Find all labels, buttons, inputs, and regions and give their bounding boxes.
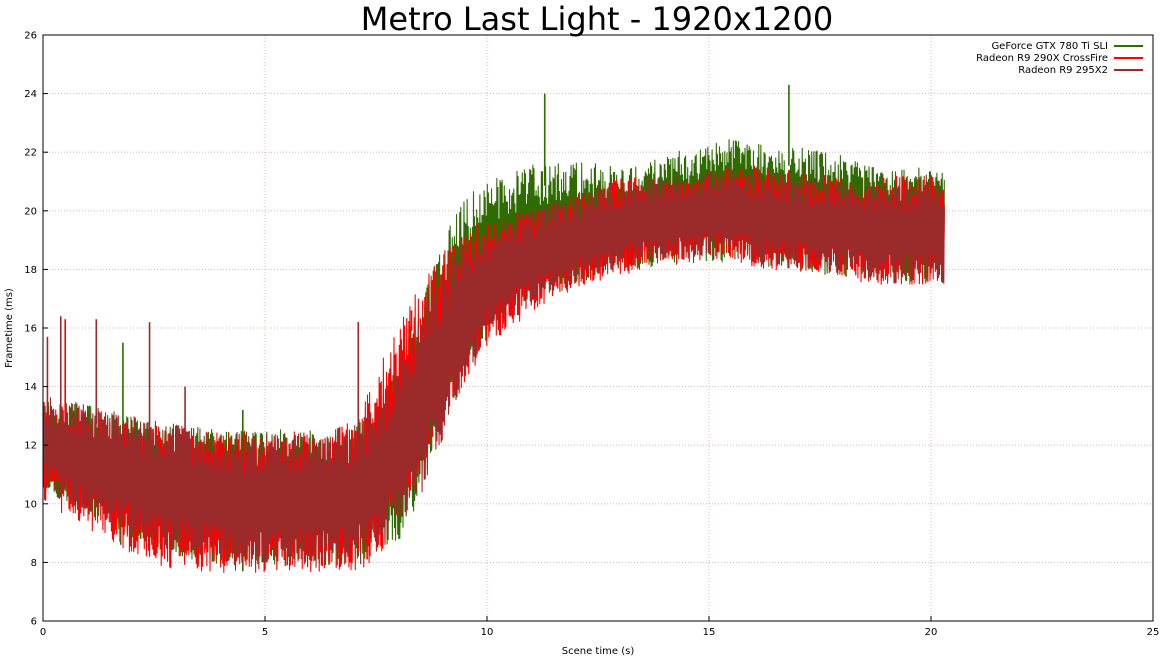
series-layer [42,84,945,573]
y-tick-label: 26 [24,31,37,42]
y-tick-label: 18 [24,265,37,276]
series-line [42,169,945,570]
y-tick-label: 22 [24,148,37,159]
y-axis-label: Frametime (ms) [4,288,15,368]
y-tick-label: 8 [31,558,37,569]
x-axis-label: Scene time (s) [562,646,635,657]
y-tick-label: 14 [24,382,37,393]
x-axis: 0 5 10 15 20 25 [40,616,1160,638]
legend-label: GeForce GTX 780 Ti SLI [991,41,1108,52]
x-tick-label: 15 [703,627,716,638]
y-axis: 6 8 10 12 14 16 18 20 22 24 26 [24,31,48,628]
legend-label: Radeon R9 290X CrossFire [976,53,1108,64]
y-tick-label: 24 [24,89,37,100]
y-tick-label: 12 [24,441,37,452]
x-tick-label: 0 [40,627,46,638]
x-tick-label: 25 [1147,627,1160,638]
y-tick-label: 10 [24,499,37,510]
x-tick-label: 20 [925,627,938,638]
y-tick-label: 16 [24,324,37,335]
y-tick-label: 6 [31,617,37,628]
chart-title: Metro Last Light - 1920x1200 [361,0,833,38]
y-tick-label: 20 [24,206,37,217]
x-tick-label: 5 [262,627,268,638]
x-tick-label: 10 [481,627,494,638]
legend-label: Radeon R9 295X2 [1018,65,1108,76]
